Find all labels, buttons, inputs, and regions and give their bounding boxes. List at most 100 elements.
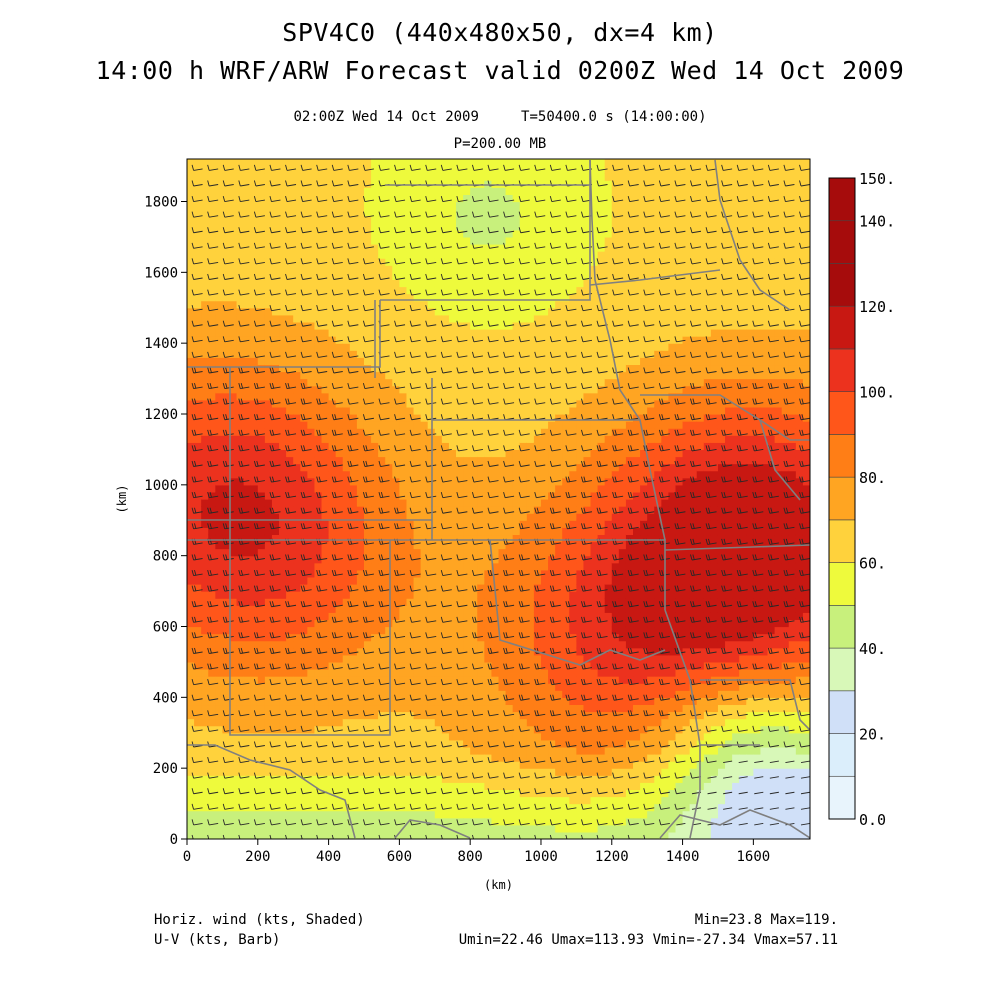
speed-cell [392, 513, 400, 521]
speed-cell [533, 831, 542, 839]
speed-cell [321, 626, 330, 635]
speed-cell [222, 251, 231, 259]
speed-cell [293, 286, 301, 295]
speed-cell [548, 718, 556, 727]
speed-cell [328, 690, 337, 698]
speed-cell [208, 173, 216, 181]
speed-cell [470, 406, 478, 415]
speed-cell [335, 562, 344, 571]
speed-cell [314, 491, 323, 500]
speed-cell [271, 768, 280, 776]
speed-cell [243, 215, 252, 224]
speed-cell [271, 513, 280, 521]
speed-cell [363, 697, 372, 706]
speed-cell [378, 647, 386, 656]
speed-cell [279, 428, 287, 436]
speed-cell [392, 732, 400, 741]
speed-cell [420, 470, 429, 479]
speed-cell [427, 591, 436, 599]
speed-cell [321, 321, 330, 330]
speed-cell [498, 761, 507, 769]
speed-cell [477, 385, 485, 394]
speed-cell [264, 442, 273, 451]
speed-cell [505, 768, 514, 776]
speed-cell [533, 222, 542, 231]
speed-cell [187, 215, 195, 224]
speed-cell [293, 300, 301, 309]
speed-cell [399, 548, 408, 557]
speed-cell [434, 208, 443, 217]
speed-cell [448, 406, 457, 415]
speed-cell [378, 357, 386, 366]
speed-cell [307, 343, 316, 351]
speed-cell [463, 392, 471, 401]
speed-cell [300, 378, 308, 387]
speed-cell [349, 725, 358, 734]
speed-cell [321, 357, 330, 366]
speed-cell [448, 244, 457, 252]
speed-cell [286, 499, 294, 507]
speed-cell [456, 314, 464, 323]
speed-cell [399, 463, 408, 472]
speed-cell [498, 775, 507, 783]
speed-cell [222, 406, 231, 415]
speed-cell [229, 824, 238, 833]
speed-cell [271, 810, 280, 819]
speed-cell [456, 343, 464, 351]
speed-cell [456, 548, 464, 557]
speed-cell [399, 754, 408, 762]
speed-cell [342, 824, 351, 833]
speed-cell [187, 435, 195, 443]
speed-cell [229, 208, 238, 217]
speed-cell [498, 364, 507, 373]
speed-cell [434, 669, 443, 677]
speed-cell [371, 633, 379, 642]
speed-cell [548, 364, 556, 373]
speed-cell [526, 463, 535, 472]
speed-cell [533, 279, 542, 288]
speed-cell [293, 442, 301, 451]
speed-cell [349, 803, 358, 812]
speed-cell [434, 350, 443, 358]
speed-cell [314, 336, 323, 344]
speed-cell [236, 513, 245, 521]
speed-cell [441, 640, 450, 649]
speed-cell [307, 527, 316, 536]
speed-cell [371, 555, 379, 564]
speed-cell [392, 725, 400, 734]
speed-cell [236, 612, 245, 621]
speed-cell [264, 683, 273, 691]
speed-cell [448, 697, 457, 706]
speed-cell [208, 534, 216, 543]
speed-cell [363, 591, 372, 599]
speed-cell [378, 746, 386, 755]
speed-cell [243, 329, 252, 337]
speed-cell [456, 421, 464, 429]
speed-cell [236, 265, 245, 273]
speed-cell [371, 761, 379, 769]
speed-cell [222, 534, 231, 543]
speed-cell [540, 683, 549, 691]
speed-cell [257, 449, 266, 458]
speed-cell [279, 591, 287, 599]
speed-cell [484, 824, 493, 833]
speed-cell [470, 598, 478, 606]
speed-cell [540, 166, 549, 174]
speed-cell [279, 782, 287, 791]
speed-cell [533, 187, 542, 196]
speed-cell [342, 633, 351, 642]
speed-cell [271, 803, 280, 812]
speed-cell [519, 831, 528, 839]
speed-cell [456, 782, 464, 791]
speed-cell [406, 491, 415, 500]
speed-cell [349, 449, 358, 458]
speed-cell [498, 456, 507, 465]
speed-cell [477, 633, 485, 642]
speed-cell [201, 761, 209, 769]
speed-cell [512, 442, 521, 451]
speed-cell [208, 293, 216, 302]
speed-cell [243, 761, 252, 769]
speed-cell [328, 548, 337, 557]
speed-cell [406, 435, 415, 443]
speed-cell [427, 548, 436, 557]
